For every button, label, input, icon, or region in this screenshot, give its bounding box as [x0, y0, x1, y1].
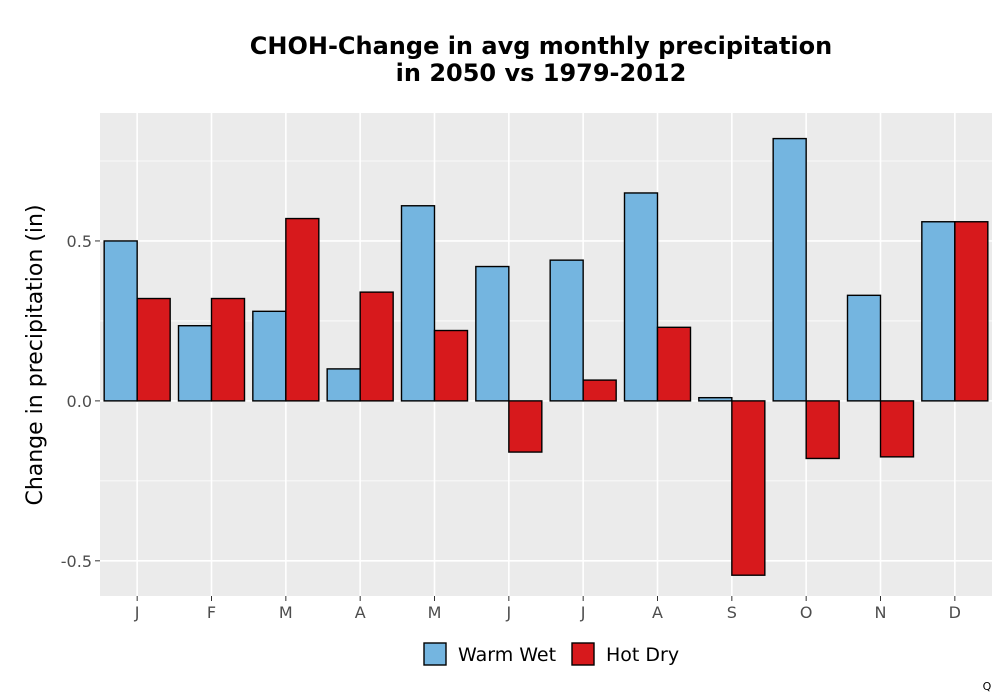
legend-label-warm-wet: Warm Wet [458, 644, 556, 666]
corner-mark: Q [983, 680, 992, 693]
bar-hot-dry-11 [954, 221, 989, 402]
bar-hot-dry-8 [731, 400, 766, 576]
x-tick-label: J [134, 603, 140, 622]
bar-hot-dry-4 [433, 329, 469, 402]
x-tick-label: O [800, 603, 813, 622]
bars [103, 137, 989, 576]
y-axis-label: Change in precipitation (in) [23, 204, 48, 505]
x-tick-label: M [279, 603, 293, 622]
bar-warm-wet-7 [623, 192, 659, 402]
bar-hot-dry-1 [210, 297, 246, 402]
legend-key-hot-dry [571, 642, 595, 666]
y-tick-label: 0.5 [67, 232, 92, 251]
bar-hot-dry-10 [879, 400, 915, 458]
y-tick-label: -0.5 [61, 552, 92, 571]
legend-label-hot-dry: Hot Dry [606, 644, 679, 666]
legend: Warm Wet Hot Dry [423, 642, 679, 666]
chart-title-line-2: in 2050 vs 1979-2012 [396, 59, 687, 87]
bar-hot-dry-3 [359, 291, 394, 402]
bar-warm-wet-3 [326, 368, 361, 402]
bar-warm-wet-1 [177, 325, 213, 402]
x-tick-label: D [949, 603, 961, 622]
plot-panel [100, 113, 992, 596]
bar-warm-wet-10 [846, 294, 882, 402]
chart-title-line-1: CHOH-Change in avg monthly precipitation [250, 32, 832, 60]
bar-hot-dry-6 [582, 379, 617, 402]
x-tick-label: A [355, 603, 366, 622]
bar-warm-wet-11 [921, 221, 956, 402]
x-tick-label: J [505, 603, 511, 622]
y-tick-label: 0.0 [67, 392, 92, 411]
y-axis-ticks: -0.5 0.0 0.5 [61, 232, 100, 571]
x-tick-label: S [727, 603, 737, 622]
bar-hot-dry-5 [508, 400, 543, 453]
bar-warm-wet-2 [252, 310, 287, 402]
x-tick-label: F [207, 603, 216, 622]
bar-warm-wet-8 [698, 396, 733, 402]
bar-hot-dry-2 [285, 217, 320, 402]
bar-warm-wet-0 [103, 240, 138, 402]
x-tick-label: J [580, 603, 586, 622]
bar-hot-dry-9 [805, 400, 840, 460]
bar-warm-wet-6 [549, 259, 584, 402]
bar-warm-wet-9 [772, 137, 807, 402]
bar-warm-wet-5 [475, 265, 510, 402]
bar-warm-wet-4 [400, 205, 436, 402]
x-tick-label: N [875, 603, 887, 622]
x-tick-label: M [428, 603, 442, 622]
bar-hot-dry-0 [136, 297, 171, 402]
x-tick-label: A [652, 603, 663, 622]
legend-key-warm-wet [423, 642, 447, 666]
bar-hot-dry-7 [656, 326, 692, 402]
